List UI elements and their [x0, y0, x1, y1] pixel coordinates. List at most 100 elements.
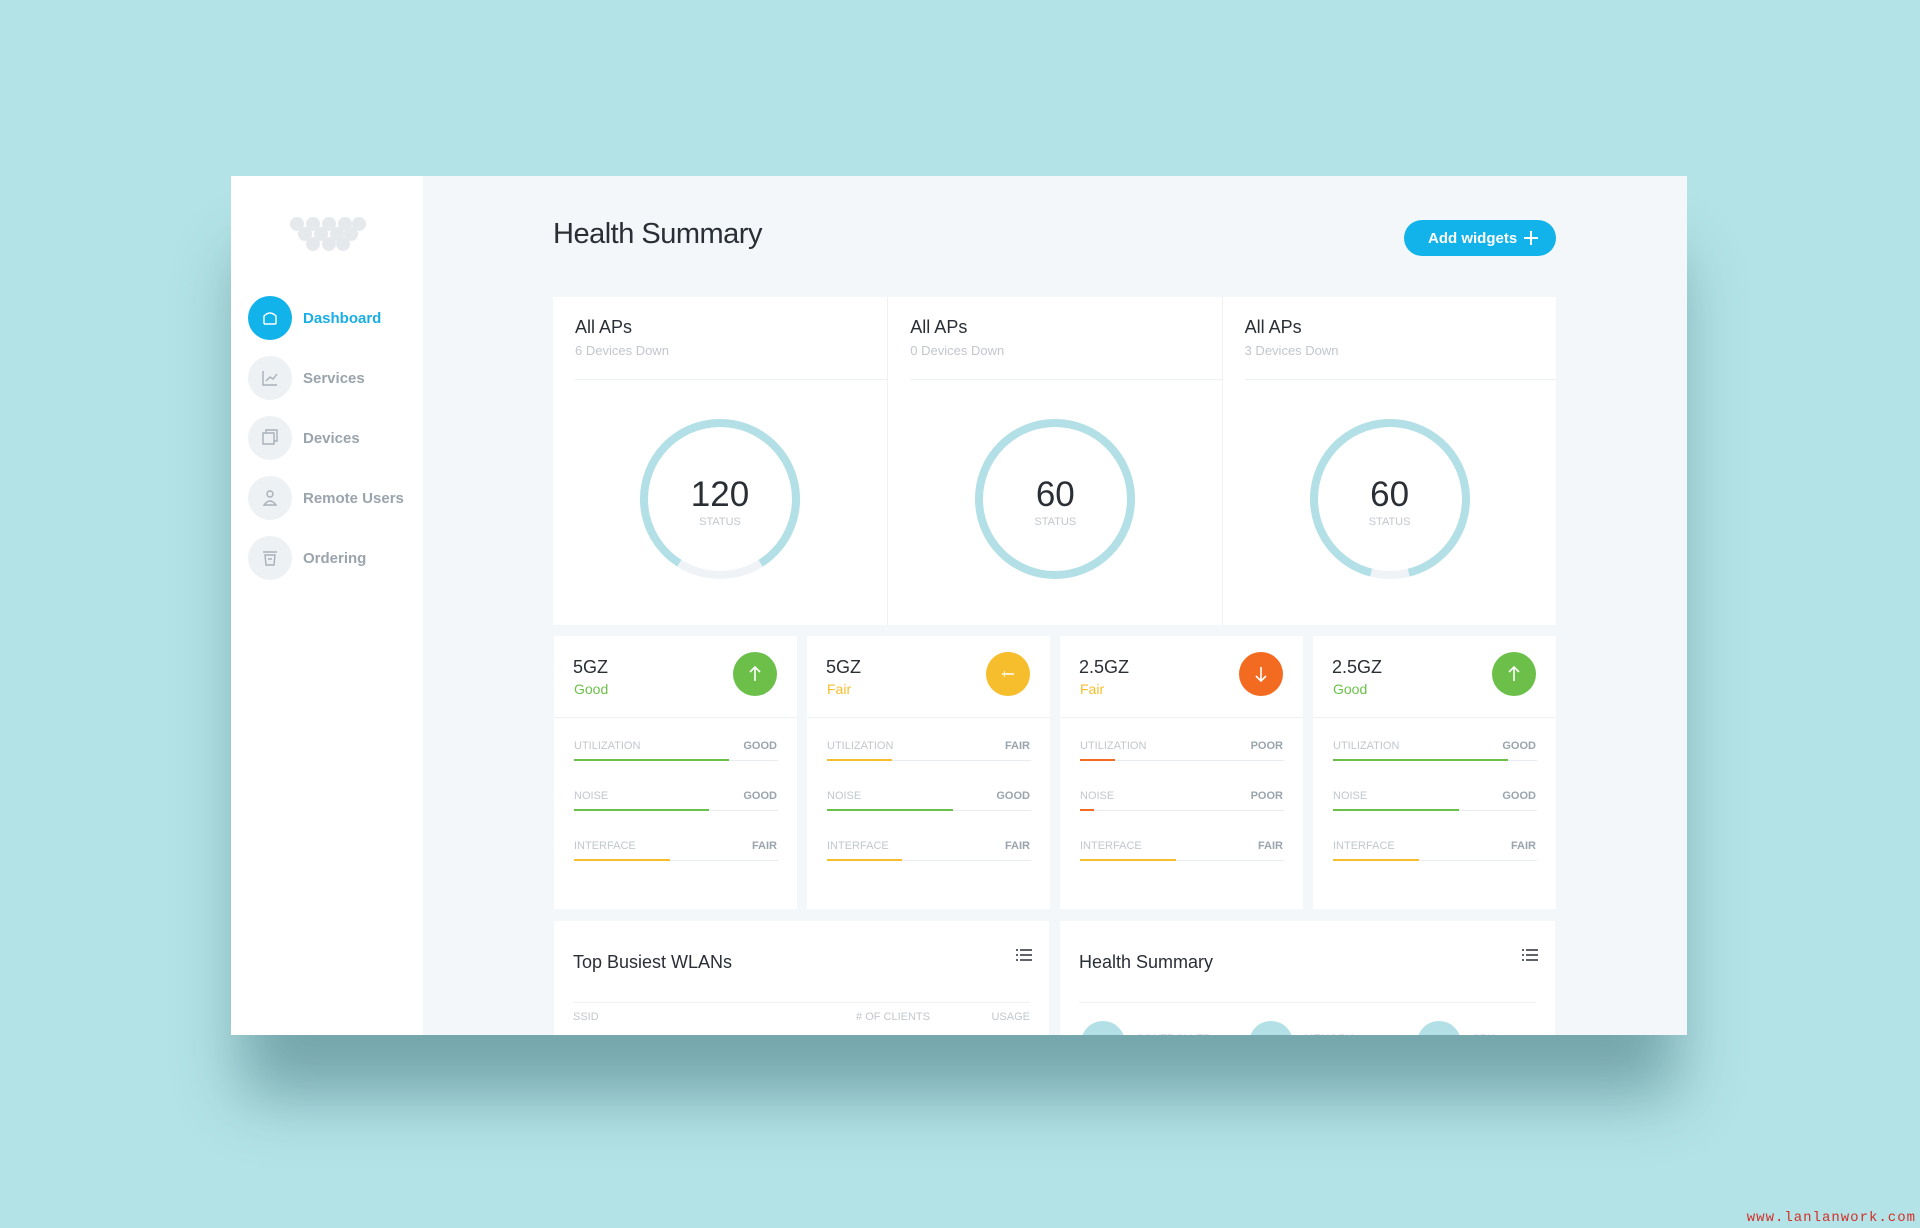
- metric-label: UTILIZATION: [1333, 740, 1400, 752]
- divider: [554, 717, 797, 718]
- metric-bar: [1333, 759, 1509, 761]
- metric-label: NOISE: [1080, 790, 1115, 802]
- ap-title: All APs: [1244, 317, 1302, 337]
- metric-label: INTERFACE: [1333, 840, 1395, 852]
- app-window: Dashboard Services Devices Remote Users Orde…: [231, 176, 1687, 1035]
- status-icon: [986, 652, 1030, 696]
- divider: [575, 379, 887, 380]
- status-value: 60: [1035, 475, 1075, 514]
- sidebar: Dashboard Services Devices Remote Users Orde…: [231, 176, 423, 1035]
- metric-rating: POOR: [1250, 790, 1283, 802]
- widget: Top Busiest WLANs SSID # OF CLIENTS USAGE: [554, 921, 1049, 1035]
- nav-item[interactable]: Devices: [248, 416, 418, 460]
- nav-icon: [248, 296, 292, 340]
- metric-label: UTILIZATION: [1080, 740, 1147, 752]
- logo: [290, 217, 366, 251]
- nav-item[interactable]: Services: [248, 356, 418, 400]
- metric-rating: GOOD: [743, 740, 777, 752]
- nav-glyph: [263, 312, 277, 325]
- nav-icon-bg: [248, 296, 292, 340]
- column-header: USAGE: [991, 1011, 1030, 1023]
- nav-icon: [248, 416, 292, 460]
- ap-title: All APs: [910, 317, 968, 337]
- nav-icon-bg: [248, 356, 292, 400]
- divider: [1060, 717, 1303, 718]
- summary-label: CONTROLLER: [1136, 1033, 1211, 1035]
- nav-glyph: [262, 429, 278, 445]
- metric-rating: FAIR: [1004, 740, 1030, 752]
- metric-label: INTERFACE: [827, 840, 889, 852]
- metric-track: [574, 860, 778, 861]
- band-card: 2.5GZ Fair UTILIZATION POOR NOISE POOR INTERFA…: [1060, 636, 1303, 909]
- nav-item[interactable]: Remote Users: [248, 476, 418, 520]
- metric-rating: GOOD: [996, 790, 1030, 802]
- nav-item[interactable]: Dashboard: [248, 296, 418, 340]
- band-status: Good: [574, 681, 609, 697]
- divider: [807, 717, 1050, 718]
- nav-label: Dashboard: [303, 310, 382, 327]
- metric-rating: FAIR: [1257, 840, 1283, 852]
- status-ring: [640, 419, 800, 579]
- divider: [1079, 1002, 1536, 1003]
- widget-title: Health Summary: [1079, 952, 1214, 972]
- add-widgets-button[interactable]: Add widgets: [1404, 220, 1556, 256]
- metric-track: [827, 860, 1031, 861]
- metric-track: [1080, 810, 1284, 811]
- summary-circle: [1081, 1021, 1125, 1035]
- ap-card: All APs 0 Devices Down 60 STATUS: [887, 297, 1223, 625]
- status-value: 120: [690, 475, 750, 514]
- metric-bar: [827, 759, 893, 761]
- nav-icon: [248, 356, 292, 400]
- widget-title: Top Busiest WLANs: [573, 952, 733, 972]
- arrow-up: [1508, 665, 1520, 681]
- menu-lines: [1016, 949, 1032, 961]
- metric-label: INTERFACE: [574, 840, 636, 852]
- ap-panel: All APs 6 Devices Down 120 STATUS All APs 0 D…: [553, 297, 1557, 625]
- plus-icon: [1524, 231, 1538, 245]
- divider: [1244, 379, 1557, 380]
- metric-rating: GOOD: [1502, 740, 1536, 752]
- plus: [1524, 231, 1538, 245]
- metric-bar: [1333, 859, 1419, 861]
- status-label: STATUS: [699, 516, 741, 528]
- band-card: 2.5GZ Good UTILIZATION GOOD NOISE GOOD INTERFA…: [1313, 636, 1556, 909]
- glyph: [262, 429, 278, 445]
- metric-track: [1080, 760, 1284, 761]
- ap-subtitle: 3 Devices Down: [1244, 343, 1339, 358]
- metric-bar: [1080, 859, 1176, 861]
- dash: [1002, 671, 1014, 677]
- nav-icon-bg: [248, 476, 292, 520]
- status-value: 60: [1370, 475, 1410, 514]
- nav-label: Devices: [303, 430, 360, 447]
- metric-rating: FAIR: [1510, 840, 1536, 852]
- nav-glyph: [263, 551, 277, 566]
- widget: Health Summary CONTROLLER MEMORY CPU: [1060, 921, 1555, 1035]
- ring-arc: [975, 419, 1136, 579]
- metric-rating: GOOD: [1502, 790, 1536, 802]
- metric-rating: POOR: [1250, 740, 1283, 752]
- status-icon: [1239, 652, 1283, 696]
- nav-icon-bg: [248, 536, 292, 580]
- metric-bar: [827, 859, 903, 861]
- arrow-up: [749, 665, 761, 681]
- metric-bar: [1333, 809, 1460, 811]
- button-label: Add widgets: [1428, 230, 1518, 247]
- ap-subtitle: 0 Devices Down: [910, 343, 1005, 358]
- menu-icon[interactable]: [1522, 948, 1538, 962]
- summary-circle: [1417, 1021, 1461, 1035]
- ap-subtitle: 6 Devices Down: [575, 343, 669, 358]
- nav-label: Services: [303, 370, 365, 387]
- nav-icon: [248, 476, 292, 520]
- band-status: Fair: [1080, 681, 1105, 697]
- glyph: [263, 551, 277, 566]
- nav-item[interactable]: Ordering: [248, 536, 418, 580]
- nav-glyph: [262, 490, 278, 506]
- menu-icon[interactable]: [1016, 948, 1032, 962]
- divider: [573, 1002, 1030, 1003]
- main-area: Health Summary Add widgets All APs 6 Device…: [423, 176, 1687, 1035]
- metric-bar: [1080, 759, 1115, 761]
- metric-track: [1333, 860, 1537, 861]
- summary-label: CPU: [1472, 1033, 1495, 1035]
- band-title: 2.5GZ: [1332, 657, 1383, 677]
